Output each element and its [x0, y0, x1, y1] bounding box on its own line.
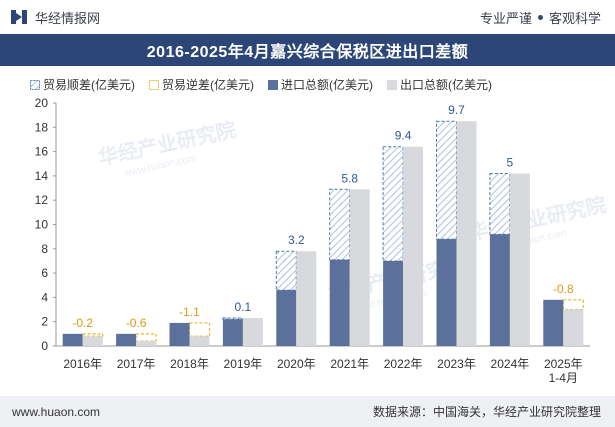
x-axis: 2016年 2017年 2018年 2019年 2020年 2021年 2022年 2023年… — [63, 357, 582, 385]
difference-label: -1.1 — [179, 305, 200, 319]
import-bar — [62, 333, 83, 346]
tagline-left: 专业严谨 — [479, 10, 532, 26]
deficit-bar — [562, 299, 584, 311]
difference-label: 9.4 — [395, 129, 412, 143]
export-bar — [189, 336, 210, 346]
legend-swatch-import-icon — [268, 79, 278, 90]
surplus-bar — [329, 188, 351, 261]
surplus-bar — [436, 120, 457, 240]
x-tick-label: 2020年 — [277, 357, 316, 371]
export-bar — [242, 318, 263, 346]
y-tick-label: 14 — [35, 169, 49, 183]
surplus-bar — [489, 172, 511, 235]
chart-legend: 贸易顺差(亿美元) 贸易逆差(亿美元) 进口总额(亿美元) 出口总额(亿美元) — [30, 76, 492, 93]
chart-title: 2016-2025年4月嘉兴综合保税区进出口差额 — [146, 44, 469, 61]
top-bar: 华经情报网 专业严谨 客观科学 — [0, 0, 615, 34]
legend-swatch-surplus-icon — [30, 79, 40, 90]
separator-dot-icon — [537, 14, 543, 20]
x-tick-label: 2022年 — [384, 357, 423, 371]
legend-label-surplus: 贸易顺差(亿美元) — [43, 78, 135, 92]
tagline-right: 客观科学 — [548, 10, 601, 26]
x-tick-label: 2017年 — [117, 357, 156, 371]
y-tick-label: 4 — [41, 290, 48, 304]
legend-item-deficit: 贸易逆差(亿美元) — [149, 76, 254, 93]
import-bar — [436, 239, 457, 346]
difference-label: 5 — [507, 155, 514, 169]
x-tick-label: 2018年 — [170, 357, 209, 371]
y-tick-label: 18 — [35, 120, 49, 134]
legend-swatch-export-icon — [387, 79, 397, 90]
export-bar — [296, 251, 317, 346]
difference-label: 3.2 — [288, 233, 305, 247]
y-tick-label: 2 — [41, 315, 48, 329]
x-tick-label: 2023年 — [437, 357, 476, 371]
export-bar — [563, 309, 584, 346]
import-bar — [169, 322, 190, 346]
deficit-bar — [188, 322, 211, 337]
deficit-bar — [135, 333, 157, 342]
legend-label-import: 进口总额(亿美元) — [281, 78, 373, 92]
x-tick-label: 2024年 — [491, 357, 530, 371]
legend-item-import: 进口总额(亿美元) — [268, 76, 373, 93]
bars: -0.2 -0.6 -1.1 0.1 3.2 5.8 9.4 9.7 5 -0.8 — [62, 103, 584, 346]
legend-item-export: 出口总额(亿美元) — [387, 76, 492, 93]
difference-label: 9.7 — [448, 103, 465, 117]
legend-label-deficit: 贸易逆差(亿美元) — [162, 78, 254, 92]
y-tick-label: 8 — [41, 242, 48, 256]
surplus-bar — [222, 317, 244, 320]
x-tick-label: 1-4月 — [549, 371, 578, 385]
import-bar — [329, 259, 350, 346]
difference-label: -0.2 — [72, 316, 93, 330]
x-tick-label: 2019年 — [224, 357, 263, 371]
y-tick-label: 16 — [35, 145, 49, 159]
export-bar — [509, 173, 530, 346]
x-tick-label: 2021年 — [330, 357, 369, 371]
footer: www.huaon.com 数据来源：中国海关，华经产业研究院整理 — [0, 396, 615, 427]
import-bar — [383, 260, 404, 346]
y-tick-label: 12 — [35, 193, 49, 207]
footer-website: www.huaon.com — [12, 404, 101, 419]
surplus-bar — [275, 250, 297, 291]
export-bar — [456, 121, 477, 346]
difference-label: 5.8 — [341, 171, 358, 185]
import-bar — [116, 333, 137, 346]
brand-name: 华经情报网 — [35, 10, 101, 26]
brand: 华经情报网 — [10, 8, 100, 27]
y-tick-label: 0 — [41, 339, 48, 353]
legend-item-surplus: 贸易顺差(亿美元) — [30, 76, 135, 93]
import-bar — [222, 319, 243, 346]
x-tick-label: 2016年 — [63, 357, 102, 371]
export-bar — [403, 146, 424, 346]
import-bar — [543, 299, 564, 346]
export-bar — [136, 341, 157, 346]
export-bar — [82, 336, 103, 346]
x-tick-label: 2025年 — [544, 357, 583, 371]
footer-source: 数据来源：中国海关，华经产业研究院整理 — [372, 405, 601, 419]
y-tick-label: 10 — [35, 218, 49, 232]
surplus-bar — [382, 146, 404, 262]
legend-label-export: 出口总额(亿美元) — [400, 78, 492, 92]
difference-label: -0.8 — [553, 282, 574, 296]
difference-label: -0.6 — [126, 316, 147, 330]
export-bar — [349, 189, 370, 346]
y-tick-label: 6 — [41, 266, 48, 280]
y-tick-label: 20 — [35, 96, 49, 110]
import-bar — [276, 290, 297, 346]
legend-swatch-deficit-icon — [149, 79, 159, 90]
huajing-logo-icon — [11, 10, 27, 24]
deficit-bar — [82, 333, 104, 337]
tagline: 专业严谨 客观科学 — [480, 8, 601, 27]
import-bar — [489, 234, 510, 346]
chart-title-bar: 2016-2025年4月嘉兴综合保税区进出口差额 — [0, 34, 615, 66]
difference-label: 0.1 — [235, 300, 252, 314]
